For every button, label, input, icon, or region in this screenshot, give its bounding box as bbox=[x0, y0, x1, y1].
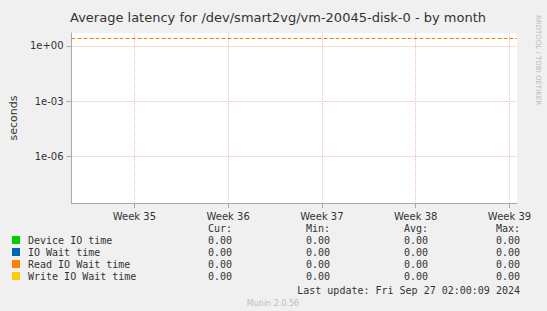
svg-text:Write IO Wait time: Write IO Wait time bbox=[28, 271, 136, 282]
svg-text:Average latency for /dev/smart: Average latency for /dev/smart2vg/vm-200… bbox=[70, 10, 486, 25]
svg-text:Cur:: Cur: bbox=[208, 223, 232, 234]
svg-text:Week 36: Week 36 bbox=[206, 211, 249, 222]
svg-text:0.00: 0.00 bbox=[404, 259, 428, 270]
svg-text:RRDTOOL / TOBI OETIKER: RRDTOOL / TOBI OETIKER bbox=[534, 15, 542, 105]
svg-text:Week 37: Week 37 bbox=[300, 211, 343, 222]
svg-text:0.00: 0.00 bbox=[306, 259, 330, 270]
svg-text:0.00: 0.00 bbox=[496, 259, 520, 270]
svg-text:0.00: 0.00 bbox=[404, 247, 428, 258]
svg-text:0.00: 0.00 bbox=[496, 247, 520, 258]
svg-text:0.00: 0.00 bbox=[208, 235, 232, 246]
svg-text:Read IO Wait time: Read IO Wait time bbox=[28, 259, 130, 270]
svg-text:0.00: 0.00 bbox=[208, 271, 232, 282]
svg-text:0.00: 0.00 bbox=[404, 235, 428, 246]
svg-text:0.00: 0.00 bbox=[208, 259, 232, 270]
svg-text:Week 39: Week 39 bbox=[488, 211, 531, 222]
svg-text:1e+00: 1e+00 bbox=[30, 40, 64, 51]
svg-text:0.00: 0.00 bbox=[306, 247, 330, 258]
svg-text:IO Wait time: IO Wait time bbox=[28, 247, 100, 258]
svg-text:Munin 2.0.56: Munin 2.0.56 bbox=[247, 299, 299, 308]
svg-text:1e-03: 1e-03 bbox=[35, 96, 64, 107]
svg-text:0.00: 0.00 bbox=[496, 235, 520, 246]
svg-text:Min:: Min: bbox=[306, 223, 330, 234]
svg-text:0.00: 0.00 bbox=[208, 247, 232, 258]
svg-text:Week 35: Week 35 bbox=[113, 211, 156, 222]
svg-text:Device IO time: Device IO time bbox=[28, 235, 112, 246]
svg-text:1e-06: 1e-06 bbox=[35, 151, 64, 162]
svg-text:0.00: 0.00 bbox=[404, 271, 428, 282]
svg-text:Max:: Max: bbox=[496, 223, 520, 234]
svg-text:Week 38: Week 38 bbox=[394, 211, 437, 222]
svg-text:0.00: 0.00 bbox=[496, 271, 520, 282]
svg-text:seconds: seconds bbox=[7, 95, 20, 140]
svg-text:0.00: 0.00 bbox=[306, 271, 330, 282]
svg-text:Avg:: Avg: bbox=[404, 223, 428, 234]
svg-text:Last update: Fri Sep 27 02:00:: Last update: Fri Sep 27 02:00:09 2024 bbox=[297, 285, 520, 296]
svg-text:0.00: 0.00 bbox=[306, 235, 330, 246]
